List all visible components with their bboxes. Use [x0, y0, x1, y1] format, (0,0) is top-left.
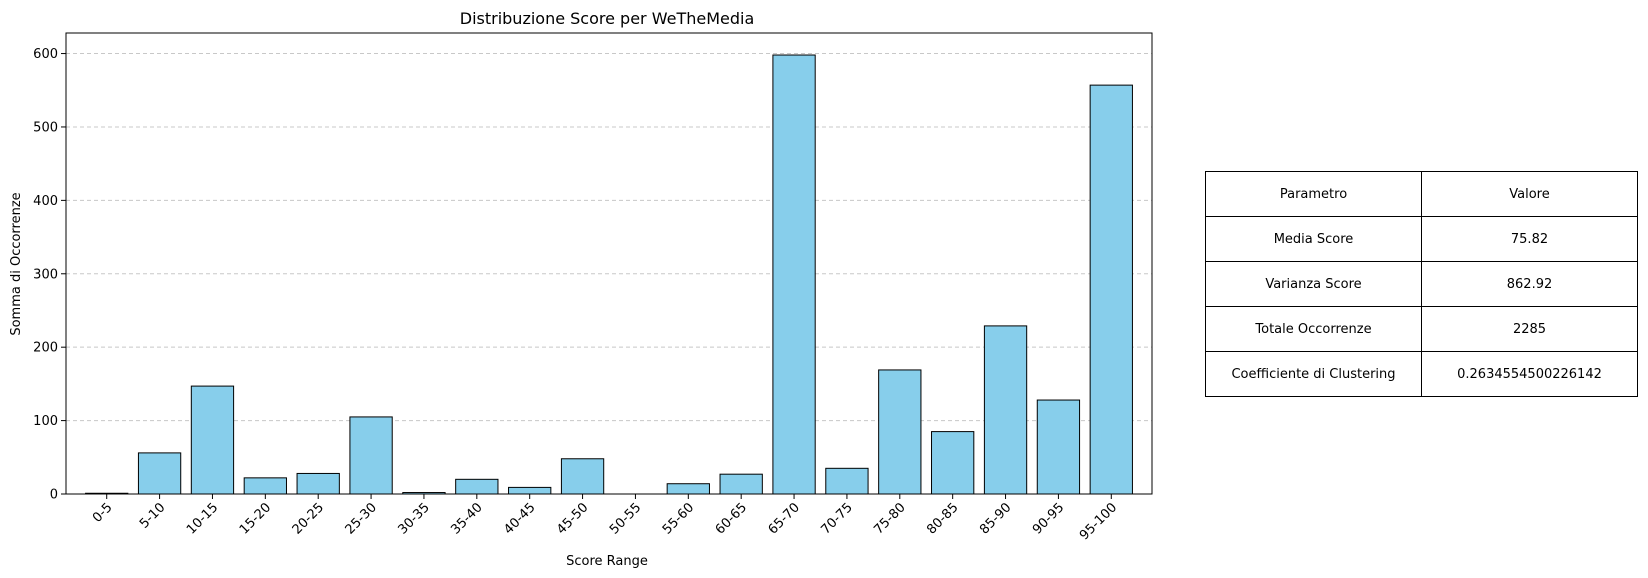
bar-55-60	[666, 483, 710, 495]
bar-45-50	[560, 458, 605, 495]
bar-10-15	[190, 385, 235, 495]
x-tick-label: 55-60	[660, 500, 697, 537]
bar-75-80	[878, 369, 922, 495]
table-row: Media Score 75.82	[1205, 216, 1638, 262]
x-tick-label: 50-55	[607, 500, 644, 537]
stats-table: Parametro Valore Media Score 75.82 Varia…	[1205, 171, 1638, 397]
y-tick-label: 300	[33, 267, 58, 282]
y-tick-label: 600	[33, 47, 58, 62]
x-tick-label: 15-20	[237, 500, 274, 537]
table-row: Coefficiente di Clustering 0.26345545002…	[1205, 351, 1638, 397]
bar-40-45	[508, 486, 552, 495]
x-tick-label: 45-50	[554, 500, 591, 537]
x-tick-label: 35-40	[448, 500, 485, 537]
y-tick-label: 0	[50, 488, 58, 503]
x-tick-label: 10-15	[184, 500, 221, 537]
table-row: Varianza Score 862.92	[1205, 261, 1638, 307]
x-tick-label: 0-5	[90, 500, 116, 526]
bar-90-95	[1036, 399, 1081, 495]
bar-5-10	[137, 452, 182, 495]
y-tick-label: 200	[33, 341, 58, 356]
table-header-cell: Parametro	[1205, 171, 1422, 217]
table-cell-param: Coefficiente di Clustering	[1205, 351, 1422, 397]
x-tick-label: 25-30	[343, 500, 380, 537]
x-axis-label: Score Range	[566, 554, 648, 569]
bar-80-85	[931, 431, 975, 495]
x-tick-label: 85-90	[977, 500, 1014, 537]
bar-35-40	[455, 478, 499, 495]
grid-lines	[66, 53, 1152, 422]
x-tick-label: 65-70	[766, 500, 803, 537]
bar-20-25	[296, 472, 340, 495]
bar-25-30	[349, 416, 393, 495]
table-header-row: Parametro Valore	[1205, 171, 1638, 217]
y-tick-label: 100	[33, 414, 58, 429]
bar-60-65	[719, 473, 763, 495]
x-tick-label: 60-65	[713, 500, 750, 537]
bar-95-100	[1089, 84, 1133, 495]
x-tick-label: 70-75	[818, 500, 855, 537]
table-header-cell: Valore	[1421, 171, 1638, 217]
table-cell-value: 862.92	[1421, 261, 1638, 307]
y-axis-label: Somma di Occorrenze	[9, 192, 24, 335]
x-tick-label: 95-100	[1077, 500, 1120, 543]
y-tick-label: 500	[33, 120, 58, 135]
x-axis-ticks: 0-5 5-10 10-15 15-20 20-25 25-30 30-35 35-40 40-…	[90, 494, 1120, 543]
table-cell-param: Varianza Score	[1205, 261, 1422, 307]
y-tick-label: 400	[33, 194, 58, 209]
x-tick-label: 80-85	[924, 500, 961, 537]
bar-85-90	[983, 325, 1028, 495]
x-tick-label: 5-10	[137, 500, 168, 531]
bar-65-70	[772, 54, 816, 495]
x-tick-label: 20-25	[290, 500, 327, 537]
chart-title: Distribuzione Score per WeTheMedia	[460, 9, 755, 28]
bar-15-20	[243, 477, 287, 495]
y-axis-ticks: 0 100 200 300 400 500 600	[33, 47, 66, 503]
x-tick-label: 40-45	[501, 500, 538, 537]
table-cell-value: 0.2634554500226142	[1421, 351, 1638, 397]
x-tick-label: 75-80	[871, 500, 908, 537]
bars	[85, 54, 1133, 495]
bar-chart: 0 100 200 300 400 500 600 0-5 5-10 10-15 15-20 20-…	[9, 9, 1153, 569]
x-tick-label: 90-95	[1030, 500, 1067, 537]
table-row: Totale Occorrenze 2285	[1205, 306, 1638, 352]
plot-frame	[65, 32, 1153, 495]
table-cell-param: Totale Occorrenze	[1205, 306, 1422, 352]
x-tick-label: 30-35	[395, 500, 432, 537]
bar-70-75	[825, 467, 869, 495]
table-cell-value: 2285	[1421, 306, 1638, 352]
table-cell-value: 75.82	[1421, 216, 1638, 262]
table-cell-param: Media Score	[1205, 216, 1422, 262]
